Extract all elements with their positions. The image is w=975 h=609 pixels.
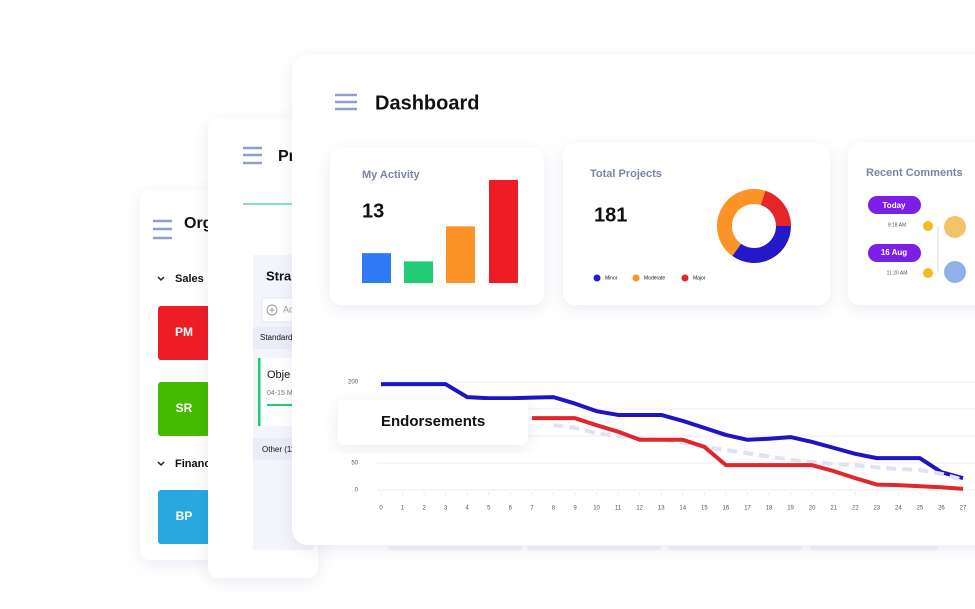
y-tick-label: 50 — [351, 461, 358, 467]
x-tick-label: 4 — [466, 506, 470, 512]
legend-label: Moderate — [644, 275, 665, 281]
bar — [362, 253, 391, 283]
panel-bg — [140, 190, 220, 560]
member-tile[interactable] — [158, 382, 210, 436]
chart-title: Endorsements — [381, 413, 485, 430]
member-tile[interactable] — [158, 490, 210, 544]
x-tick-label: 26 — [938, 506, 945, 512]
comments-card — [848, 143, 975, 305]
x-tick-label: 19 — [787, 506, 794, 512]
x-tick-label: 10 — [593, 506, 600, 512]
legend-marker — [593, 274, 601, 282]
x-tick-label: 12 — [636, 506, 643, 512]
bar — [489, 180, 518, 283]
line-series — [553, 423, 964, 482]
x-tick-label: 5 — [487, 506, 491, 512]
x-tick-label: 27 — [960, 506, 967, 512]
menu-icon[interactable] — [243, 146, 262, 165]
x-tick-label: 3 — [444, 506, 448, 512]
group-label: Other (11 — [262, 445, 296, 454]
line-series — [531, 416, 964, 491]
x-tick-label: 8 — [552, 506, 556, 512]
x-tick-label: 2 — [422, 506, 426, 512]
legend-label: Major — [693, 275, 706, 281]
projects-panel: Pr Stra Ad Standard Obje 04-15 M Other (… — [208, 118, 318, 578]
donut-slice — [717, 189, 766, 256]
card-total: 181 — [594, 204, 627, 226]
legend-marker — [632, 274, 640, 282]
group-label: Standard — [260, 333, 292, 342]
comment-time: 11:20 AM — [887, 270, 908, 276]
y-tick-label: 0 — [355, 488, 359, 494]
x-tick-label: 1 — [401, 506, 405, 512]
comment-date-label: 16 Aug — [881, 248, 907, 257]
dashboard-title: Dashboard — [375, 92, 479, 114]
member-tile[interactable] — [158, 306, 210, 360]
card-total: 13 — [362, 200, 384, 222]
bar — [446, 226, 475, 283]
org-panel: Org Sales PM SR Financ BP — [140, 190, 220, 560]
x-tick-label: 14 — [679, 506, 686, 512]
panel-title: Org — [184, 215, 212, 232]
x-tick-label: 23 — [873, 506, 880, 512]
panel-title: Pr — [278, 148, 295, 165]
task-title: Obje — [267, 369, 290, 381]
card-title: My Activity — [362, 169, 421, 181]
task-date: 04-15 M — [267, 390, 293, 397]
x-tick-label: 15 — [701, 506, 708, 512]
avatar[interactable] — [944, 261, 966, 283]
charts: Minor Moderate Major — [362, 180, 791, 283]
comment-time: 9:18 AM — [888, 222, 906, 228]
x-tick-label: 16 — [723, 506, 730, 512]
card-title: Total Projects — [590, 168, 662, 180]
bar — [404, 261, 433, 283]
x-tick-label: 22 — [852, 506, 859, 512]
x-tick-label: 21 — [830, 506, 837, 512]
member-initials: BP — [176, 509, 193, 523]
line-series — [381, 382, 964, 481]
legend-label: Minor — [605, 275, 618, 281]
x-tick-label: 11 — [615, 506, 622, 512]
x-tick-label: 13 — [658, 506, 665, 512]
legend-marker — [681, 274, 689, 282]
column-title: Stra — [266, 268, 292, 283]
member-initials: PM — [175, 325, 193, 339]
avatar[interactable] — [944, 216, 966, 238]
x-tick-label: 25 — [917, 506, 924, 512]
dashboard: Dashboard My Activity 13 Total Projects … — [292, 55, 975, 545]
card-title: Recent Comments — [866, 167, 963, 179]
chart-title-card — [338, 400, 528, 445]
comment-date-label: Today — [883, 201, 907, 210]
menu-icon[interactable] — [153, 219, 172, 240]
menu-icon[interactable] — [335, 93, 357, 111]
y-tick-label: 200 — [348, 380, 359, 386]
projects-card — [563, 143, 830, 305]
x-tick-label: 6 — [509, 506, 513, 512]
x-tick-label: 24 — [895, 506, 902, 512]
donut-slice — [732, 225, 791, 263]
group-name: Sales — [175, 273, 204, 285]
line-chart: 0501001502000123456789101112131415161718… — [348, 380, 975, 512]
comment-date[interactable] — [868, 244, 921, 262]
group-name: Financ — [175, 458, 210, 470]
add-label: Ad — [283, 304, 294, 314]
x-tick-label: 9 — [573, 506, 577, 512]
comment-date[interactable] — [868, 196, 921, 214]
x-tick-label: 7 — [530, 506, 534, 512]
donut-slice — [760, 190, 791, 227]
x-tick-label: 20 — [809, 506, 816, 512]
x-tick-label: 18 — [766, 506, 773, 512]
member-initials: SR — [176, 401, 193, 415]
x-tick-label: 0 — [379, 506, 383, 512]
x-tick-label: 17 — [744, 506, 751, 512]
